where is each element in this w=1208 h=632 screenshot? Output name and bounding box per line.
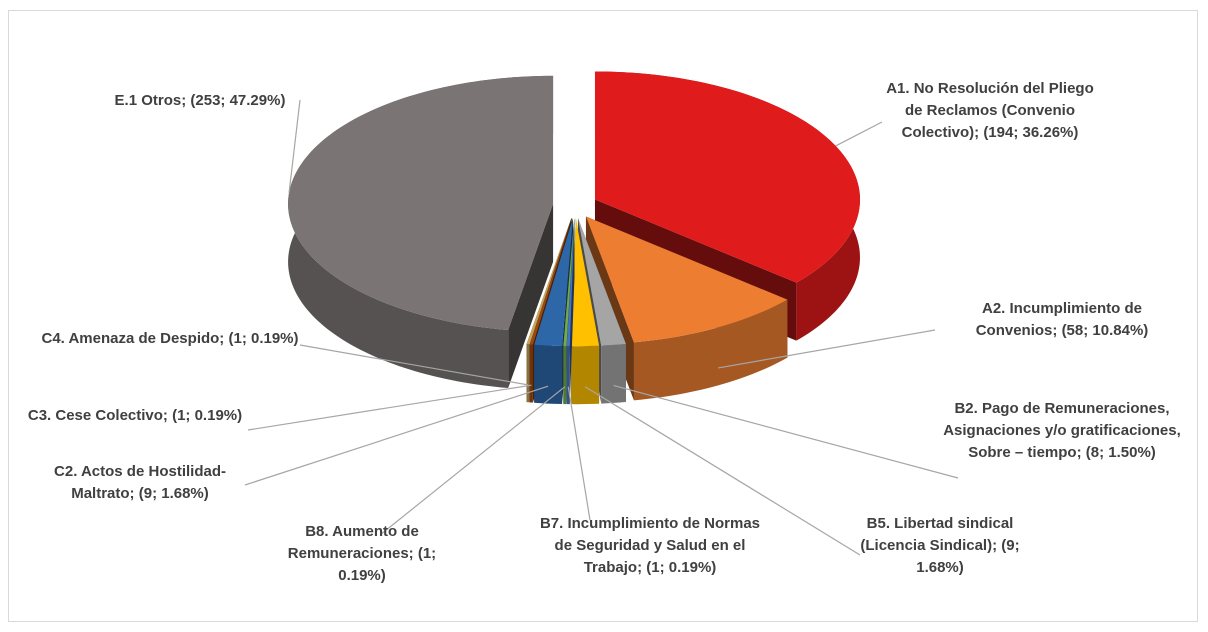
category-name: B5. Libertad sindical (Licencia Sindical… bbox=[860, 515, 1014, 554]
category-name: B8. Aumento de Remuneraciones; bbox=[287, 523, 419, 562]
leader-line bbox=[835, 121, 883, 147]
slice-wall bbox=[563, 346, 567, 405]
category-name: A1. No Resolución del Pliego de Reclamos… bbox=[886, 80, 1094, 141]
value-label: (253; 47.29%) bbox=[190, 92, 286, 109]
category-name: C4. Amenaza de Despido; bbox=[41, 330, 225, 347]
leader-line bbox=[288, 99, 301, 194]
data-label: C4. Amenaza de Despido; (1; 0.19%) bbox=[35, 328, 305, 350]
slice-top bbox=[585, 216, 788, 343]
value-label: (1; 0.19%) bbox=[228, 330, 299, 347]
slice-wall bbox=[529, 344, 533, 403]
slice-top bbox=[288, 75, 554, 331]
value-label: (1; 0.19%) bbox=[172, 407, 243, 424]
value-label: (194; 36.26%) bbox=[983, 124, 1079, 141]
data-label: A2. Incumplimiento de Convenios; (58; 10… bbox=[942, 298, 1182, 342]
value-label: (9; 1.68%) bbox=[138, 485, 209, 502]
category-name: B2. Pago de Remuneraciones, Asignaciones… bbox=[943, 400, 1181, 461]
value-label: (9; 1.68%) bbox=[916, 537, 1020, 576]
data-label: C3. Cese Colectivo; (1; 0.19%) bbox=[20, 405, 250, 427]
slice-wall bbox=[534, 344, 563, 405]
category-name: C3. Cese Colectivo; bbox=[27, 407, 168, 424]
slice-top bbox=[566, 218, 575, 347]
data-label: B2. Pago de Remuneraciones, Asignaciones… bbox=[942, 398, 1182, 464]
pie-slice bbox=[571, 218, 600, 405]
data-label: A1. No Resolución del Pliego de Reclamos… bbox=[880, 78, 1100, 144]
leader-line bbox=[299, 344, 529, 386]
leader-line bbox=[584, 386, 861, 556]
slice-top bbox=[577, 218, 626, 346]
value-label: (1; 0.19%) bbox=[646, 559, 717, 576]
data-label: B5. Libertad sindical (Licencia Sindical… bbox=[835, 513, 1045, 579]
leader-line bbox=[244, 385, 549, 486]
data-label: C2. Actos de Hostilidad-Maltrato; (9; 1.… bbox=[25, 461, 255, 505]
data-label: B7. Incumplimiento de Normas de Segurida… bbox=[535, 513, 765, 579]
leader-line bbox=[247, 384, 532, 431]
slice-top bbox=[563, 218, 575, 347]
pie-slice bbox=[288, 75, 554, 389]
slice-wall bbox=[571, 345, 600, 405]
slice-top bbox=[526, 218, 572, 345]
value-label: (1; 0.19%) bbox=[338, 545, 437, 584]
data-label: E.1 Otros; (253; 47.29%) bbox=[35, 90, 365, 112]
slice-wall bbox=[526, 344, 530, 403]
slice-top bbox=[529, 218, 572, 345]
pie-slice bbox=[566, 218, 575, 405]
data-label: B8. Aumento de Remuneraciones; (1; 0.19%… bbox=[277, 521, 447, 587]
category-name: E.1 Otros; bbox=[114, 92, 187, 109]
leader-line bbox=[718, 329, 936, 369]
value-label: (58; 10.84%) bbox=[1061, 322, 1149, 339]
category-name: C2. Actos de Hostilidad-Maltrato; bbox=[54, 463, 226, 502]
slice-wall bbox=[633, 299, 788, 401]
category-name: B7. Incumplimiento de Normas de Segurida… bbox=[539, 515, 761, 576]
leader-line bbox=[567, 386, 591, 521]
leader-line bbox=[613, 384, 959, 479]
chart-frame bbox=[8, 10, 1198, 622]
value-label: (8; 1.50%) bbox=[1085, 444, 1156, 461]
slice-top bbox=[534, 218, 573, 347]
leader-line bbox=[379, 386, 566, 536]
slice-top bbox=[571, 218, 600, 347]
slice-side bbox=[508, 203, 554, 389]
slice-wall bbox=[601, 343, 626, 404]
slice-top bbox=[594, 71, 860, 283]
category-name: A2. Incumplimiento de Convenios; bbox=[975, 300, 1143, 339]
